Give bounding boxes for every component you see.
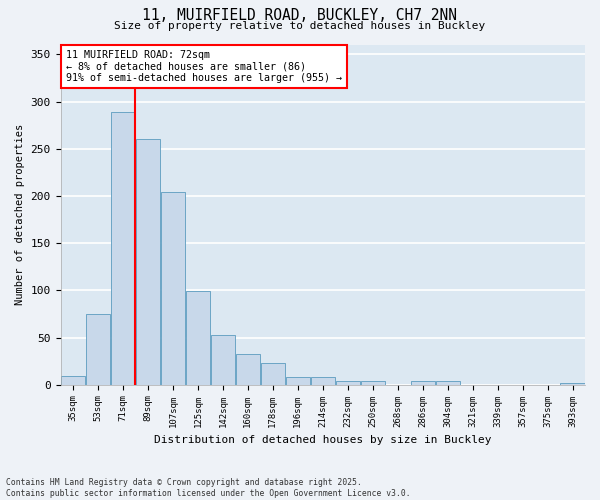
Bar bbox=[186, 292, 210, 384]
Bar bbox=[61, 376, 85, 384]
Bar bbox=[410, 381, 435, 384]
Bar bbox=[86, 314, 110, 384]
Bar bbox=[261, 363, 285, 384]
Bar bbox=[236, 354, 260, 384]
Bar bbox=[211, 334, 235, 384]
Bar bbox=[161, 192, 185, 384]
Text: 11, MUIRFIELD ROAD, BUCKLEY, CH7 2NN: 11, MUIRFIELD ROAD, BUCKLEY, CH7 2NN bbox=[143, 8, 458, 22]
Bar bbox=[136, 140, 160, 384]
Bar bbox=[111, 112, 135, 384]
Bar bbox=[286, 377, 310, 384]
Y-axis label: Number of detached properties: Number of detached properties bbox=[15, 124, 25, 306]
X-axis label: Distribution of detached houses by size in Buckley: Distribution of detached houses by size … bbox=[154, 435, 491, 445]
Text: Contains HM Land Registry data © Crown copyright and database right 2025.
Contai: Contains HM Land Registry data © Crown c… bbox=[6, 478, 410, 498]
Text: Size of property relative to detached houses in Buckley: Size of property relative to detached ho… bbox=[115, 21, 485, 31]
Bar bbox=[436, 381, 460, 384]
Bar bbox=[361, 381, 385, 384]
Text: 11 MUIRFIELD ROAD: 72sqm
← 8% of detached houses are smaller (86)
91% of semi-de: 11 MUIRFIELD ROAD: 72sqm ← 8% of detache… bbox=[66, 50, 342, 84]
Bar bbox=[311, 377, 335, 384]
Bar bbox=[335, 381, 360, 384]
Bar bbox=[560, 383, 584, 384]
